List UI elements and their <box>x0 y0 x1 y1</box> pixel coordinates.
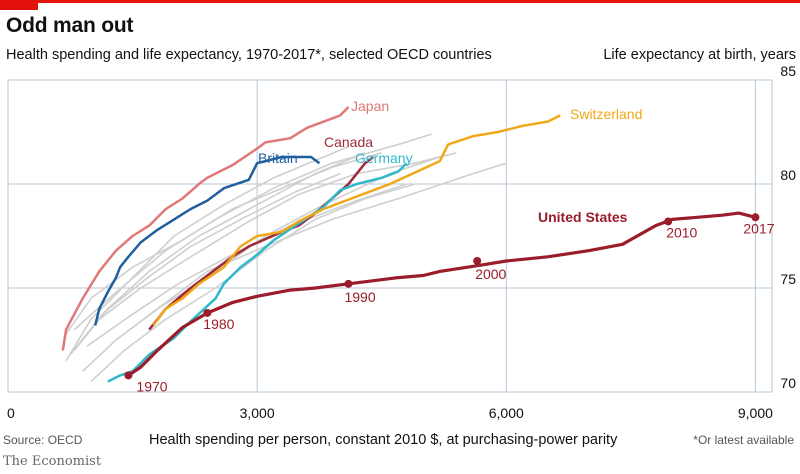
series-labels: Japan Canada Britain Germany Switzerland Unit… <box>258 98 642 225</box>
brand-logo-text: The Economist <box>3 454 102 469</box>
year-label: 1990 <box>344 289 375 305</box>
japan-label: Japan <box>351 98 389 114</box>
year-label: 1970 <box>136 378 167 394</box>
year-label: 1980 <box>203 316 234 332</box>
britain-label: Britain <box>258 150 298 166</box>
united_states-label: United States <box>538 209 628 225</box>
year-label: 2010 <box>666 224 697 240</box>
switzerland-line <box>152 114 561 327</box>
plot-frame <box>7 79 773 393</box>
other-country-line <box>90 183 416 383</box>
other-country-line <box>82 156 441 372</box>
footnote: *Or latest available <box>693 433 794 447</box>
x-tick-label: 9,000 <box>738 405 773 421</box>
other-countries-lines <box>65 133 507 383</box>
year-annotations: 1970 1980 1990 2000 2010 2017 <box>124 213 775 394</box>
canada-label: Canada <box>324 134 373 150</box>
year-marker <box>664 217 673 226</box>
year-marker <box>203 308 212 317</box>
year-marker <box>473 256 482 265</box>
y-tick-label: 75 <box>780 271 796 287</box>
chart-subtitle: Health spending and life expectancy, 197… <box>6 47 492 63</box>
switzerland-label: Switzerland <box>570 106 642 122</box>
y-axis-unit-label: Life expectancy at birth, years <box>603 47 796 63</box>
germany-label: Germany <box>355 150 413 166</box>
y-tick-label: 70 <box>780 375 796 391</box>
germany-line <box>107 162 408 383</box>
year-label: 2017 <box>743 220 774 236</box>
top-accent-block <box>0 0 38 10</box>
source-note: Source: OECD <box>3 433 83 447</box>
grid <box>7 79 773 393</box>
other-country-line <box>69 172 341 356</box>
other-country-line <box>73 133 432 331</box>
other-country-line <box>115 162 507 341</box>
canada-line <box>148 155 375 331</box>
x-tick-label: 0 <box>7 405 15 421</box>
axis-ticks: 0 3,000 6,000 9,000 70 75 80 85 <box>7 63 796 421</box>
year-marker <box>751 213 760 222</box>
japan-line <box>61 106 350 351</box>
y-tick-label: 85 <box>780 63 796 79</box>
britain-line <box>93 155 321 326</box>
year-label: 2000 <box>475 266 506 282</box>
other-country-line <box>86 183 407 347</box>
year-marker <box>344 279 353 288</box>
x-tick-label: 6,000 <box>489 405 524 421</box>
top-accent-bar <box>0 0 800 3</box>
x-axis-label: Health spending per person, constant 201… <box>149 432 618 448</box>
y-tick-label: 80 <box>780 167 796 183</box>
chart-title: Odd man out <box>6 14 134 37</box>
year-marker <box>124 371 133 380</box>
x-tick-label: 3,000 <box>240 405 275 421</box>
